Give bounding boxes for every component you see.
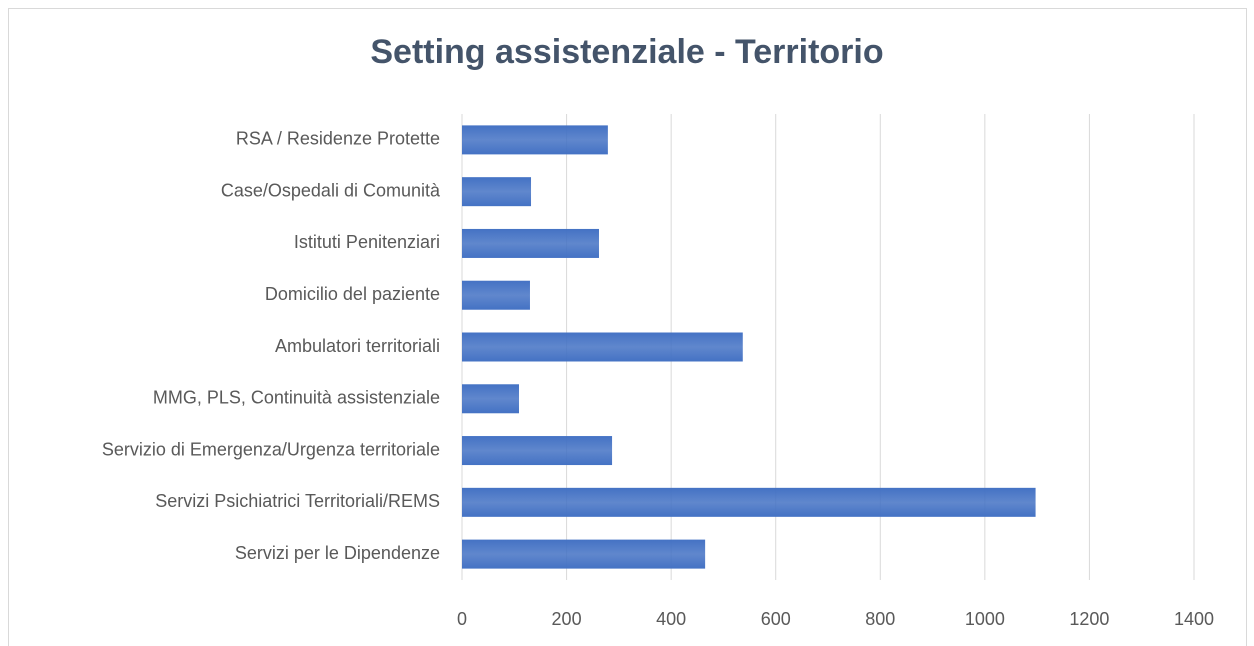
bar bbox=[462, 436, 613, 466]
x-tick-label: 1200 bbox=[1069, 609, 1109, 629]
chart-title: Setting assistenziale - Territorio bbox=[370, 33, 883, 71]
y-tick-label: RSA / Residenze Protette bbox=[236, 129, 440, 149]
x-tick-label: 200 bbox=[552, 609, 582, 629]
y-tick-label: Domicilio del paziente bbox=[265, 284, 440, 304]
y-tick-label: MMG, PLS, Continuità assistenziale bbox=[153, 388, 440, 408]
y-tick-label: Servizi Psichiatrici Territoriali/REMS bbox=[155, 491, 440, 511]
bar bbox=[462, 487, 1036, 517]
bar bbox=[462, 384, 519, 414]
y-tick-label: Case/Ospedali di Comunità bbox=[221, 180, 441, 200]
x-tick-label: 0 bbox=[457, 609, 467, 629]
y-tick-label: Istituti Penitenziari bbox=[294, 232, 440, 252]
bar bbox=[462, 125, 608, 155]
bar bbox=[462, 228, 599, 258]
bar bbox=[462, 177, 532, 207]
x-tick-label: 800 bbox=[865, 609, 895, 629]
x-tick-label: 1400 bbox=[1174, 609, 1214, 629]
x-tick-label: 1000 bbox=[965, 609, 1005, 629]
x-tick-label: 400 bbox=[656, 609, 686, 629]
bar bbox=[462, 332, 743, 362]
y-tick-label: Servizio di Emergenza/Urgenza territoria… bbox=[102, 439, 440, 459]
bar bbox=[462, 280, 530, 310]
x-tick-label: 600 bbox=[761, 609, 791, 629]
y-tick-label: Servizi per le Dipendenze bbox=[235, 543, 440, 563]
y-tick-label: Ambulatori territoriali bbox=[275, 336, 440, 356]
bar bbox=[462, 539, 706, 569]
